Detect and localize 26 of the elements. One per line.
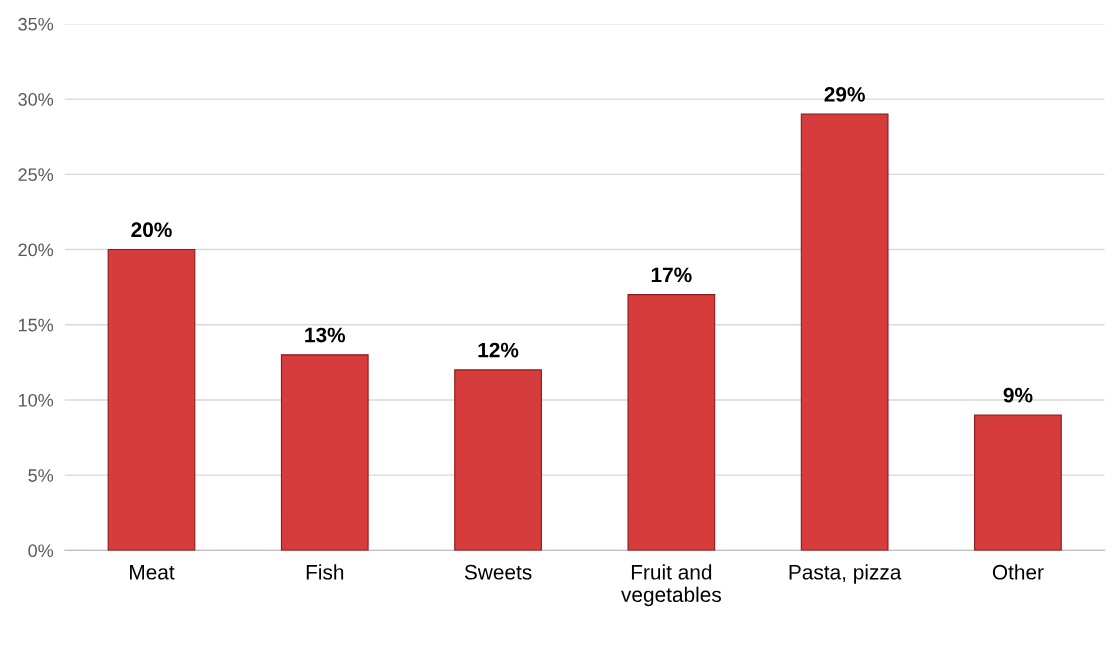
data-label: 29% bbox=[824, 86, 865, 102]
data-label: 20% bbox=[131, 222, 172, 238]
y-tick-label: 30% bbox=[18, 93, 54, 106]
bar bbox=[800, 113, 889, 551]
bar bbox=[280, 354, 369, 551]
x-tick-label: Other bbox=[992, 564, 1044, 580]
bar bbox=[107, 248, 196, 551]
x-tick-label: Fruit and vegetables bbox=[621, 564, 721, 607]
y-tick-label: 10% bbox=[18, 393, 54, 407]
bar bbox=[974, 414, 1062, 551]
y-tick-label: 35% bbox=[18, 17, 54, 31]
bar bbox=[627, 294, 716, 551]
y-tick-label: 5% bbox=[28, 469, 54, 482]
x-tick-label: Meat bbox=[130, 565, 175, 580]
y-tick-label: 0% bbox=[28, 544, 54, 558]
bar bbox=[454, 369, 542, 551]
y-tick-label: 15% bbox=[18, 318, 54, 332]
data-label: 9% bbox=[1003, 387, 1033, 403]
data-label: 12% bbox=[478, 342, 519, 358]
y-tick-label: 25% bbox=[18, 168, 54, 182]
y-tick-label: 20% bbox=[18, 243, 54, 257]
x-tick-label: Sweets bbox=[464, 564, 532, 580]
data-label: 17% bbox=[651, 267, 692, 283]
x-tick-label: Pasta, pizza bbox=[789, 564, 902, 584]
data-label: 13% bbox=[305, 327, 346, 343]
x-tick-label: Fish bbox=[306, 564, 344, 580]
